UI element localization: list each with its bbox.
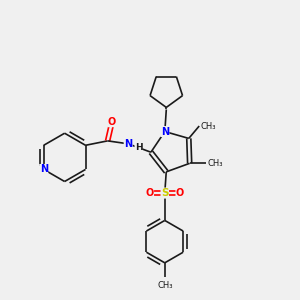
Text: O: O: [108, 117, 116, 127]
Text: CH₃: CH₃: [207, 159, 223, 168]
Text: O: O: [176, 188, 184, 198]
Text: N: N: [40, 164, 48, 174]
Text: H: H: [135, 143, 142, 152]
Text: N: N: [161, 127, 169, 136]
Text: CH₃: CH₃: [201, 122, 216, 130]
Text: O: O: [145, 188, 154, 198]
Text: N: N: [124, 139, 132, 149]
Text: CH₃: CH₃: [157, 280, 172, 290]
Text: S: S: [161, 188, 169, 198]
